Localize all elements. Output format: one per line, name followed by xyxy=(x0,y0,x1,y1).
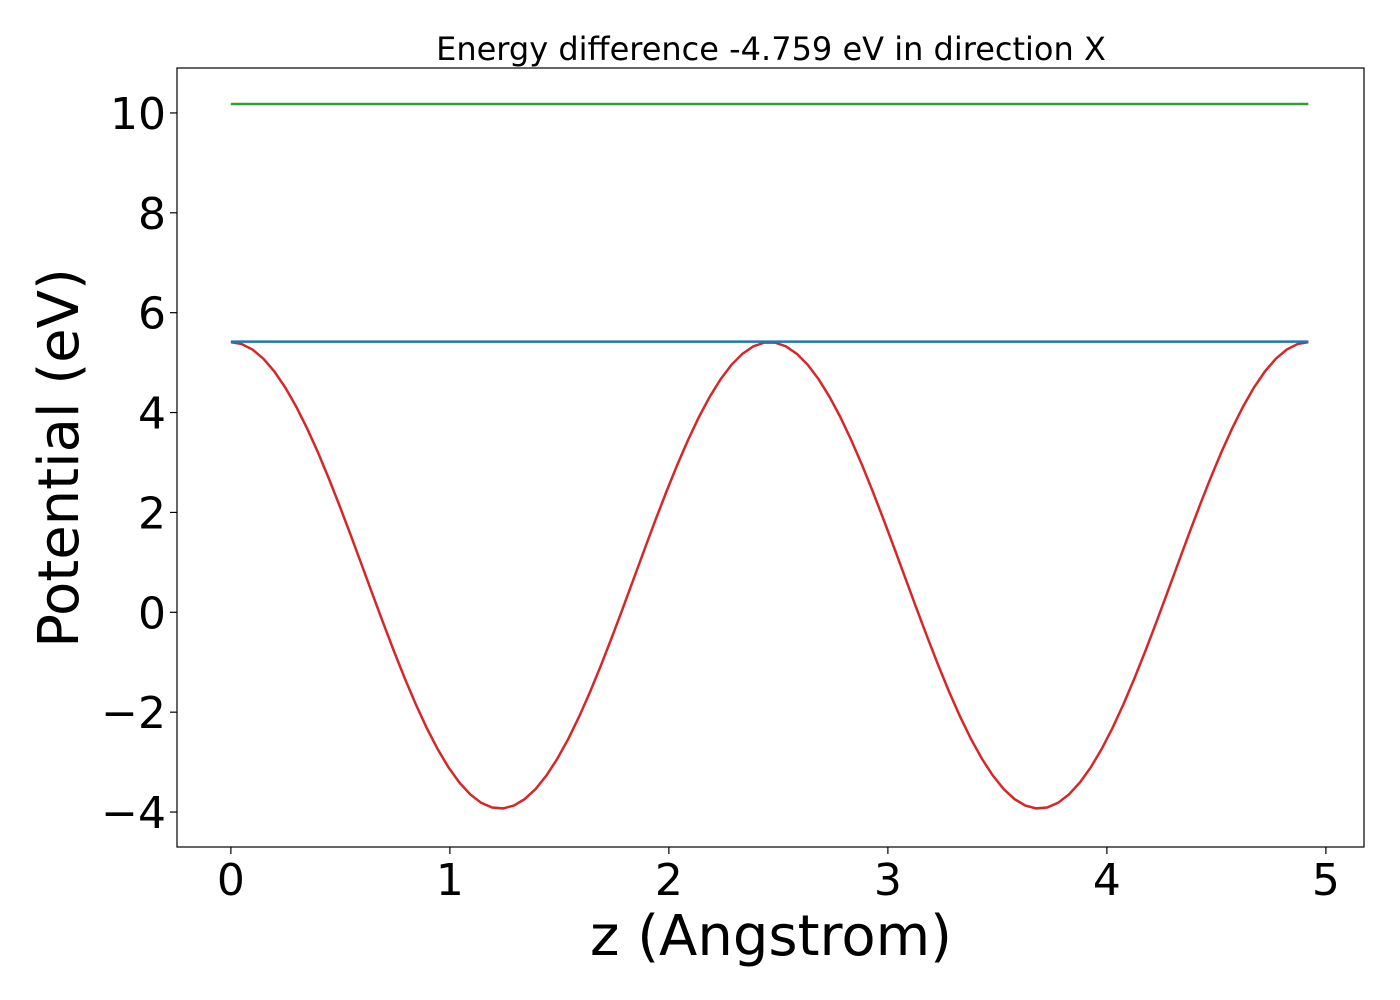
x-axis: 0 1 2 3 4 5 xyxy=(217,847,1340,906)
y-axis: −4 −2 0 2 4 6 8 10 xyxy=(101,89,177,839)
x-axis-label: z (Angstrom) xyxy=(590,904,952,969)
x-tick-label: 0 xyxy=(217,855,245,906)
y-tick-label: 0 xyxy=(138,588,166,639)
x-tick-label: 1 xyxy=(436,855,464,906)
y-tick-label: −4 xyxy=(101,788,166,839)
y-tick-label: 4 xyxy=(138,389,166,440)
x-tick-label: 5 xyxy=(1312,855,1340,906)
x-tick-label: 2 xyxy=(655,855,683,906)
y-tick-label: 8 xyxy=(138,189,166,240)
axes-frame xyxy=(176,67,1365,848)
y-tick-label: 6 xyxy=(138,289,166,340)
x-tick-label: 4 xyxy=(1093,855,1121,906)
plot-area xyxy=(230,102,1309,810)
y-tick-label: 10 xyxy=(110,89,166,140)
chart-title: Energy difference -4.759 eV in direction… xyxy=(436,30,1106,68)
y-tick-label: −2 xyxy=(101,688,166,739)
y-axis-label: Potential (eV) xyxy=(27,268,92,648)
x-tick-label: 3 xyxy=(874,855,902,906)
y-tick-label: 2 xyxy=(138,488,166,539)
